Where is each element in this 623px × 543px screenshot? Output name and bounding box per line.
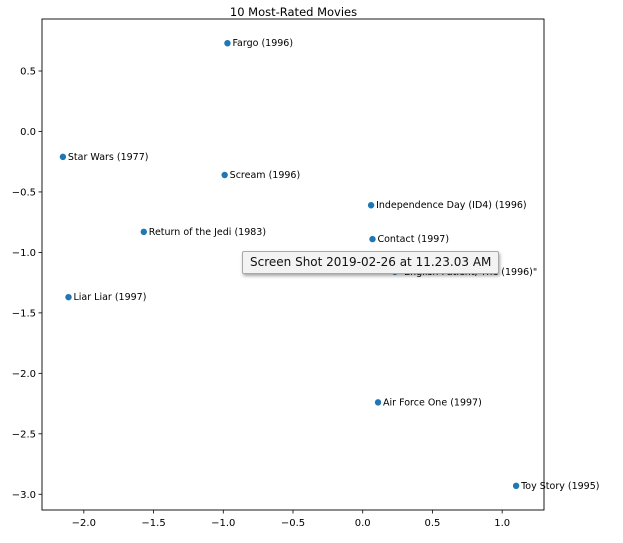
point-label: Return of the Jedi (1983) [149, 227, 266, 238]
y-tick-label: −3.0 [12, 490, 36, 501]
data-point [512, 482, 520, 490]
x-tick-label: 1.0 [494, 518, 510, 529]
point-label: Fargo (1996) [232, 38, 293, 49]
point-label: Air Force One (1997) [383, 397, 482, 408]
data-point [59, 153, 67, 161]
data-point [369, 235, 376, 243]
data-point [140, 228, 147, 236]
y-tick-label: 0.5 [20, 67, 36, 78]
y-tick-label: −1.5 [12, 308, 36, 319]
x-tick-label: 0.5 [424, 518, 440, 529]
x-tick-label: −2.0 [72, 518, 96, 529]
point-label: Star Wars (1977) [68, 152, 149, 163]
x-tick-label: 0.0 [355, 518, 371, 529]
y-tick-label: −0.5 [12, 187, 36, 198]
y-tick-label: −1.0 [12, 248, 36, 259]
x-axis: −2.0 −1.5 −1.0 −0.5 0.0 0.5 1.0 [72, 510, 510, 529]
data-point [221, 171, 228, 179]
data-point [367, 202, 375, 209]
point-label: Contact (1997) [377, 234, 449, 245]
data-point [65, 293, 72, 301]
y-axis: 0.5 0.0 −0.5 −1.0 −1.5 −2.0 −2.5 −3.0 [12, 67, 42, 501]
point-label: Independence Day (ID4) (1996) [376, 200, 527, 211]
screenshot-tooltip: Screen Shot 2019-02-26 at 11.23.03 AM [242, 251, 500, 274]
data-point [374, 399, 382, 406]
x-tick-label: −0.5 [281, 518, 305, 529]
chart-title: 10 Most-Rated Movies [230, 5, 357, 19]
point-label: Scream (1996) [230, 170, 300, 181]
y-tick-label: −2.5 [12, 429, 36, 440]
y-tick-label: −2.0 [12, 369, 36, 380]
x-tick-label: −1.0 [211, 518, 235, 529]
data-point [224, 39, 231, 47]
point-label: Toy Story (1995) [520, 481, 599, 492]
x-tick-label: −1.5 [141, 518, 165, 529]
point-label: Liar Liar (1997) [73, 292, 146, 303]
y-tick-label: 0.0 [20, 127, 36, 138]
